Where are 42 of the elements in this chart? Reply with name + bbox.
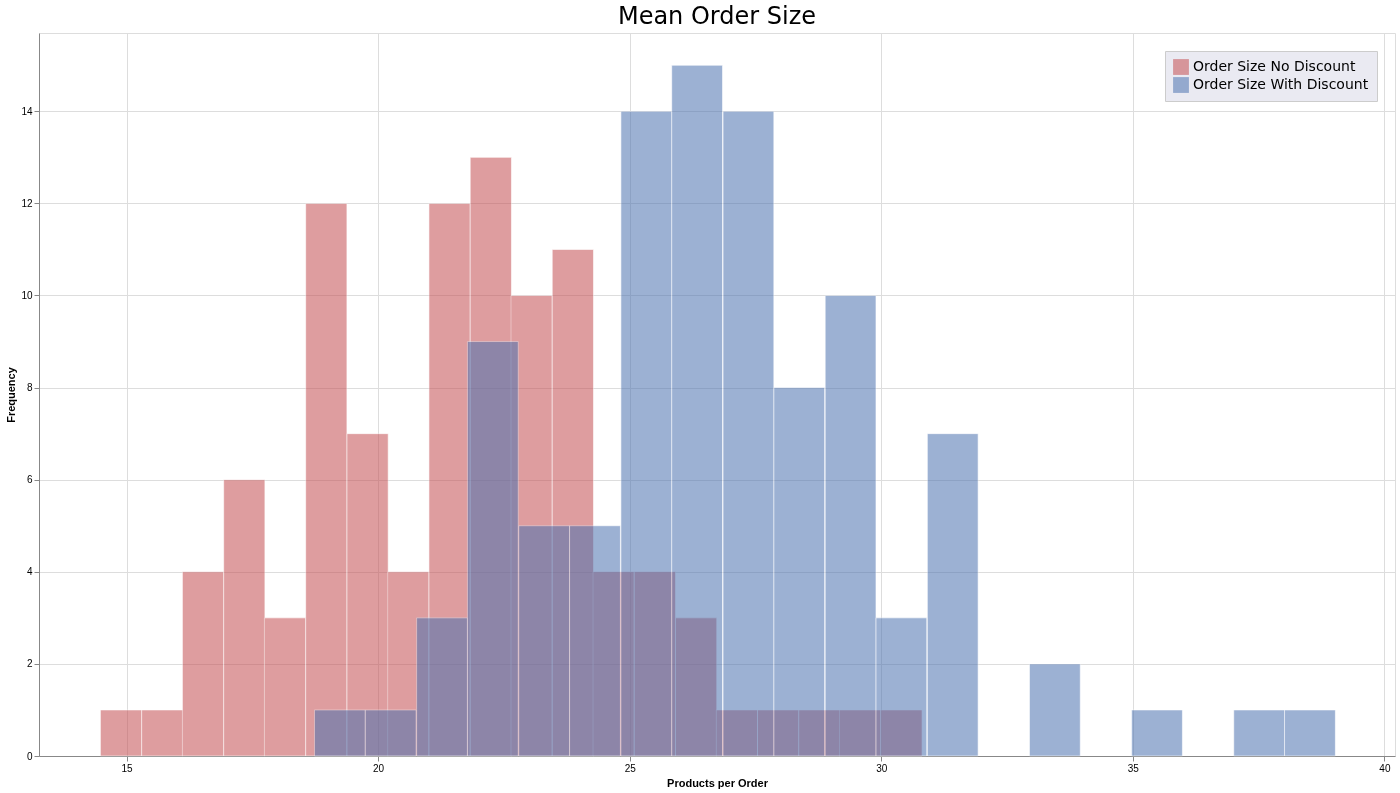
x-tick-label: 20 [373,762,385,774]
bar [620,110,673,757]
bar [824,294,877,757]
y-tick-label: 10 [21,289,33,301]
bar [305,202,348,757]
x-tick-label: 35 [1127,762,1140,774]
legend-label: Order Size With Discount [1193,76,1369,92]
x-tick-label: 25 [624,762,637,774]
x-tick-label: 15 [121,762,134,774]
bar [416,617,468,757]
bar [671,64,724,757]
bar [875,617,928,757]
bar [1028,663,1081,757]
y-tick-label: 14 [21,105,33,117]
y-tick-label: 4 [26,566,33,578]
bar [466,341,519,757]
y-tick-label: 0 [26,750,33,762]
bar [263,617,307,757]
bar [569,525,621,757]
y-axis-title: Frequency [5,366,18,423]
chart-title: Mean Order Size [617,2,817,30]
bar [1131,709,1183,757]
bar [181,571,225,757]
y-tick-label: 8 [26,382,33,394]
bar [223,479,266,757]
legend-label: Order Size No Discount [1193,58,1356,74]
bar [141,709,184,757]
x-tick-label: 40 [1379,762,1391,774]
bar [722,110,775,757]
y-tick-label: 12 [21,197,33,209]
bar [364,709,417,757]
bar [313,709,366,757]
y-tick-label: 6 [26,474,33,486]
bar [773,387,826,757]
bar [1284,709,1336,757]
bar [926,433,979,757]
y-tick-label: 2 [26,658,33,670]
bar [518,525,571,757]
x-axis-title: Products per Order [667,776,769,789]
x-tick-label: 30 [876,762,888,774]
bar [1233,709,1286,757]
bar [99,709,143,757]
